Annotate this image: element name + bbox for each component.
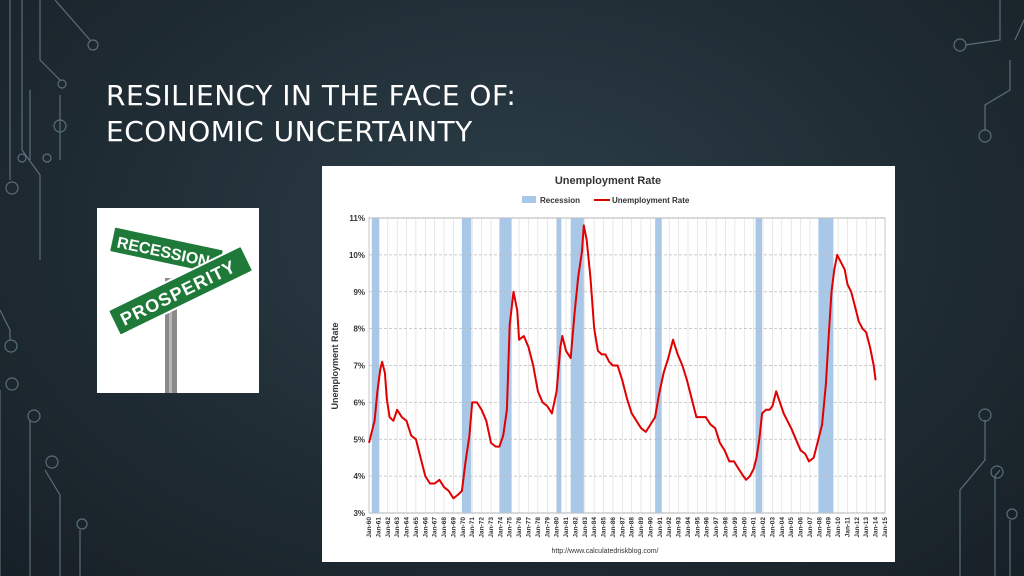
x-tick-label: Jan-15 xyxy=(882,517,889,538)
x-tick-label: Jan-13 xyxy=(863,517,870,538)
x-tick-label: Jan-08 xyxy=(816,517,823,538)
y-axis-label: Unemployment Rate xyxy=(330,322,340,409)
recession-band xyxy=(755,218,763,513)
chart-source: http://www.calculatedriskblog.com/ xyxy=(552,548,659,555)
y-tick-label: 7% xyxy=(353,362,365,371)
x-tick-label: Jan-64 xyxy=(404,517,411,538)
x-tick-label: Jan-91 xyxy=(657,517,664,538)
y-tick-label: 4% xyxy=(353,472,365,481)
legend-label: Unemployment Rate xyxy=(612,196,690,205)
x-tick-label: Jan-93 xyxy=(676,517,683,538)
x-tick-label: Jan-06 xyxy=(798,517,805,538)
x-tick-label: Jan-01 xyxy=(751,517,758,538)
x-tick-label: Jan-89 xyxy=(638,517,645,538)
x-tick-label: Jan-97 xyxy=(713,517,720,538)
unemployment-chart: Unemployment Rate Recession Unemployment … xyxy=(322,166,895,562)
x-tick-label: Jan-88 xyxy=(629,517,636,538)
x-tick-label: Jan-96 xyxy=(704,517,711,538)
x-tick-label: Jan-04 xyxy=(779,517,786,538)
y-tick-label: 11% xyxy=(349,214,365,223)
slide-title-line-2: ECONOMIC UNCERTAINTY xyxy=(106,115,473,148)
x-tick-label: Jan-84 xyxy=(591,517,598,538)
x-tick-label: Jan-94 xyxy=(685,517,692,538)
y-tick-label: 3% xyxy=(353,509,365,518)
slide-title: RESILIENCY IN THE FACE OF: ECONOMIC UNCE… xyxy=(106,78,706,150)
y-tick-label: 10% xyxy=(349,251,365,260)
x-tick-label: Jan-67 xyxy=(432,517,439,538)
x-tick-label: Jan-05 xyxy=(788,517,795,538)
x-tick-label: Jan-92 xyxy=(666,517,673,538)
x-tick-label: Jan-73 xyxy=(488,517,495,538)
x-tick-label: Jan-87 xyxy=(619,517,626,538)
y-tick-label: 9% xyxy=(353,288,365,297)
x-tick-label: Jan-02 xyxy=(760,517,767,538)
x-tick-label: Jan-09 xyxy=(826,517,833,538)
street-sign-illustration: RECESSION PROSPERITY xyxy=(107,225,254,393)
x-tick-label: Jan-60 xyxy=(366,517,373,538)
x-tick-label: Jan-66 xyxy=(422,517,429,538)
x-tick-label: Jan-98 xyxy=(723,517,730,538)
x-tick-label: Jan-81 xyxy=(563,517,570,538)
x-tick-label: Jan-61 xyxy=(375,517,382,538)
chart-title: Unemployment Rate xyxy=(555,175,661,187)
x-tick-label: Jan-69 xyxy=(450,517,457,538)
x-tick-label: Jan-78 xyxy=(535,517,542,538)
x-tick-label: Jan-75 xyxy=(507,517,514,538)
x-tick-label: Jan-03 xyxy=(769,517,776,538)
x-tick-label: Jan-68 xyxy=(441,517,448,538)
x-tick-label: Jan-70 xyxy=(460,517,467,538)
x-tick-label: Jan-90 xyxy=(647,517,654,538)
x-tick-label: Jan-95 xyxy=(694,517,701,538)
x-tick-label: Jan-11 xyxy=(844,517,851,538)
y-tick-label: 8% xyxy=(353,325,365,334)
chart-canvas: Unemployment Rate Recession Unemployment … xyxy=(330,175,889,555)
x-tick-label: Jan-99 xyxy=(732,517,739,538)
x-tick-label: Jan-76 xyxy=(516,517,523,538)
x-tick-label: Jan-65 xyxy=(413,517,420,538)
x-tick-label: Jan-00 xyxy=(741,517,748,538)
x-tick-label: Jan-72 xyxy=(479,517,486,538)
legend-swatch-recession xyxy=(522,196,536,203)
x-tick-label: Jan-74 xyxy=(497,517,504,538)
x-tick-label: Jan-86 xyxy=(610,517,617,538)
x-tick-label: Jan-82 xyxy=(572,517,579,538)
x-tick-label: Jan-14 xyxy=(873,517,880,538)
x-tick-label: Jan-71 xyxy=(469,517,476,538)
unemployment-rate-line xyxy=(368,224,877,500)
street-sign-image: RECESSION PROSPERITY xyxy=(97,208,259,393)
x-tick-label: Jan-07 xyxy=(807,517,814,538)
y-tick-label: 6% xyxy=(353,398,365,407)
x-tick-label: Jan-63 xyxy=(394,517,401,538)
x-tick-label: Jan-80 xyxy=(554,517,561,538)
y-tick-label: 5% xyxy=(353,435,365,444)
x-tick-label: Jan-85 xyxy=(601,517,608,538)
x-tick-label: Jan-62 xyxy=(385,517,392,538)
x-tick-label: Jan-10 xyxy=(835,517,842,538)
x-tick-label: Jan-12 xyxy=(854,517,861,538)
legend-label: Recession xyxy=(540,196,580,205)
x-tick-label: Jan-83 xyxy=(582,517,589,538)
chart-legend: Recession Unemployment Rate xyxy=(522,196,690,205)
recession-band xyxy=(655,218,662,513)
x-tick-label: Jan-79 xyxy=(544,517,551,538)
slide-title-line-1: RESILIENCY IN THE FACE OF: xyxy=(106,79,517,112)
x-tick-label: Jan-77 xyxy=(525,517,532,538)
